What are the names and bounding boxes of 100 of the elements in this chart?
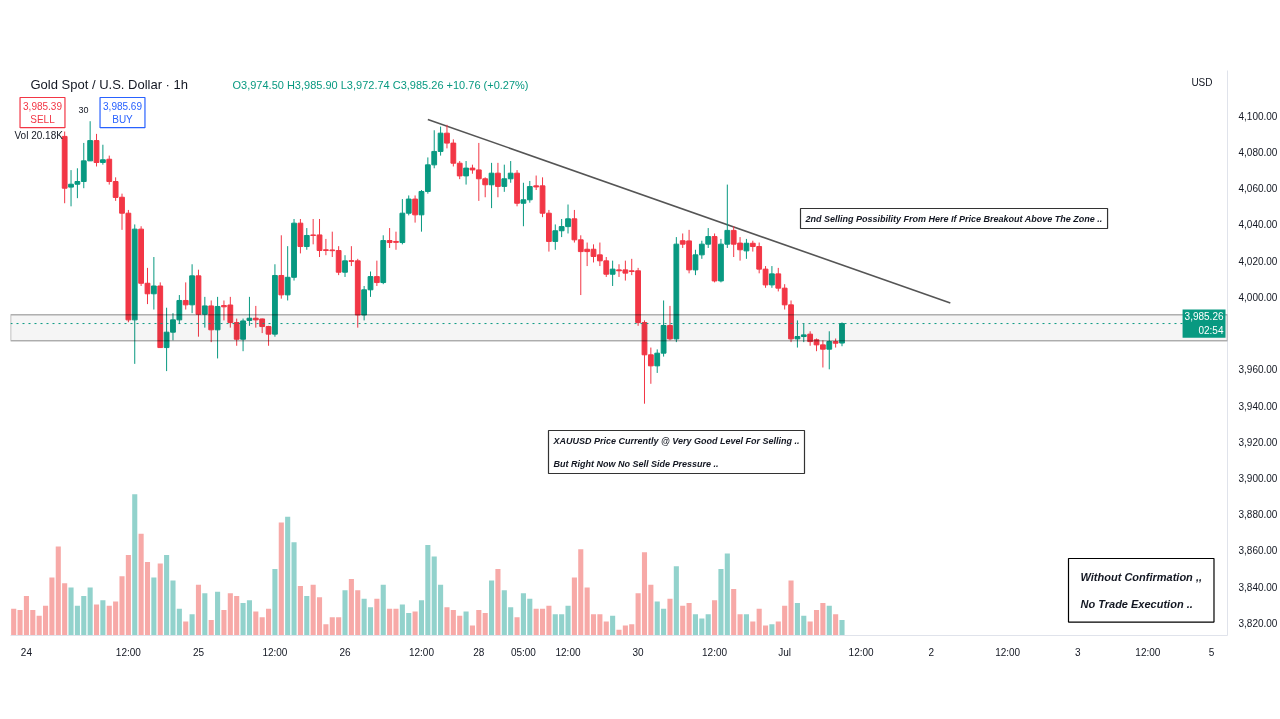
candlestick — [278, 234, 285, 300]
y-tick-label: 3,960.00 — [1238, 364, 1278, 376]
bar — [495, 569, 501, 636]
candlestick — [667, 305, 673, 341]
bar — [87, 587, 93, 636]
candlestick — [297, 218, 304, 254]
x-tick-label: 5 — [1208, 646, 1215, 658]
bar — [272, 569, 278, 636]
x-tick-label: 3 — [1074, 646, 1081, 658]
text: Without Confirmation ,, No Trade Execution .. — [1080, 570, 1202, 611]
annotation: 2nd Selling Possibility From Here If Price Breakout Above The Zone .. — [804, 213, 1103, 224]
text: O3,974.50 H3,985.90 L3,972.74 C3,985.26 +10.76 (+0.27%) — [232, 78, 529, 91]
text: Gold Spot / U.S. Dollar · 1h — [30, 76, 189, 92]
y-tick-label: 3,940.00 — [1238, 400, 1278, 412]
x-tick-label: 26 — [339, 646, 352, 658]
y-tick-label: 3,820.00 — [1238, 617, 1278, 629]
annotation: Vol 20.18K — [14, 129, 64, 141]
candlestick — [609, 260, 616, 287]
bar — [673, 566, 679, 636]
bar — [718, 569, 724, 636]
bar — [705, 614, 711, 636]
bar — [208, 619, 214, 636]
bar — [189, 614, 195, 636]
bar — [686, 603, 692, 636]
bar — [839, 619, 845, 636]
bar — [304, 595, 310, 636]
x-tick-label: 12:00 — [555, 646, 581, 658]
bar — [100, 600, 106, 636]
x-tick-label: 28 — [473, 646, 485, 658]
y-tick-label: 4,060.00 — [1238, 183, 1278, 195]
bar — [342, 590, 348, 636]
candlestick — [373, 260, 380, 287]
bar — [743, 614, 749, 636]
candlestick — [743, 238, 750, 260]
bar — [380, 584, 386, 636]
bar — [610, 615, 616, 636]
annotation: 3,985.69 BUY — [103, 100, 143, 125]
candlestick — [412, 194, 418, 224]
x-tick-label: 12:00 — [995, 646, 1021, 658]
x-tick-label: 2 — [928, 646, 935, 658]
bar — [202, 593, 208, 636]
candlestick — [495, 162, 501, 198]
bar — [750, 621, 756, 636]
bar — [514, 617, 520, 636]
bar — [151, 577, 157, 636]
y-tick-label: 3,900.00 — [1238, 472, 1278, 484]
bar — [482, 612, 488, 636]
candlestick — [93, 133, 100, 167]
x-tick-label: 12:00 — [115, 646, 142, 658]
bar — [195, 584, 202, 636]
x-tick-label: 12:00 — [262, 646, 288, 658]
x-tick-label: 12:00 — [408, 646, 435, 658]
annotation: USD — [1191, 76, 1213, 88]
bar — [680, 605, 686, 636]
candlestick — [463, 160, 469, 186]
bar — [278, 522, 284, 636]
bar — [183, 621, 189, 636]
candlestick — [208, 299, 215, 343]
candlestick — [342, 254, 348, 278]
bar — [712, 600, 718, 636]
y-tick-label: 3,920.00 — [1238, 436, 1278, 448]
bar — [603, 621, 609, 636]
x-tick-label: 12:00 — [1135, 646, 1161, 658]
candlestick — [100, 144, 106, 166]
bar — [215, 591, 221, 636]
bar — [489, 580, 495, 636]
candlestick — [150, 256, 157, 311]
bar — [667, 598, 673, 636]
bar — [11, 608, 17, 636]
bar — [297, 586, 303, 636]
y-tick-label: 4,020.00 — [1238, 255, 1278, 267]
x-tick-label: 12:00 — [848, 646, 875, 658]
y-tick-label: 4,080.00 — [1238, 146, 1278, 158]
x-tick-label: 25 — [192, 646, 205, 658]
bar — [463, 611, 469, 636]
candlestick — [769, 265, 775, 289]
candlestick — [182, 281, 189, 311]
bar — [769, 624, 775, 636]
y-tick-label: 4,100.00 — [1238, 110, 1278, 122]
bar — [724, 553, 730, 636]
x-tick-label: 30 — [632, 646, 645, 658]
bar — [826, 605, 832, 636]
ref-line-label: 3,985.26 02:54 — [1184, 311, 1224, 336]
text: XAUUSD Price Currently @ Very Good Level For Selling .. But Right Now No Sell Side Pressure .. — [553, 435, 800, 469]
bar — [731, 588, 737, 636]
y-tick-label: 4,040.00 — [1238, 219, 1278, 231]
bar — [737, 614, 743, 636]
y-tick-label: 3,880.00 — [1238, 509, 1278, 521]
bar — [253, 611, 259, 636]
candlestick — [303, 227, 310, 251]
bar — [157, 563, 163, 636]
x-tick-label: 12:00 — [702, 646, 728, 658]
bar — [833, 614, 839, 636]
bar — [412, 611, 418, 636]
bar — [93, 604, 100, 636]
x-tick-label: 05:00 — [510, 646, 537, 658]
candlestick — [826, 330, 833, 370]
x-tick-label: Jul — [778, 646, 792, 658]
candlestick — [488, 162, 495, 209]
y-tick-label: 3,860.00 — [1238, 545, 1278, 557]
